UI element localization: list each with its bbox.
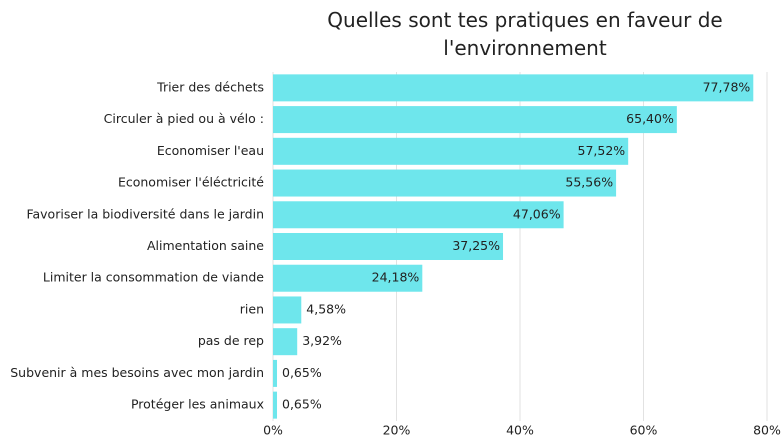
y-tick-label: Subvenir à mes besoins avec mon jardin (10, 365, 264, 380)
bar (273, 74, 754, 102)
bar (273, 296, 302, 324)
y-tick-label: Limiter la consommation de viande (43, 270, 264, 285)
value-label: 4,58% (306, 301, 346, 316)
x-tick-label: 20% (383, 423, 411, 436)
bar (273, 233, 504, 260)
bar (273, 169, 617, 197)
y-tick-label: rien (240, 301, 264, 316)
bar (273, 137, 629, 165)
value-label: 57,52% (578, 143, 626, 158)
x-tick-label: 0% (263, 423, 283, 436)
y-tick-label: Alimentation saine (147, 238, 264, 253)
y-tick-label: pas de rep (198, 333, 264, 348)
bar (273, 106, 677, 134)
x-tick-label: 80% (753, 423, 781, 436)
value-label: 37,25% (452, 238, 500, 253)
x-tick-label: 40% (506, 423, 534, 436)
y-tick-label: Economiser l'eau (157, 143, 264, 158)
bar (273, 391, 278, 419)
y-tick-label: Protéger les animaux (131, 397, 264, 412)
bar (273, 328, 298, 356)
y-tick-label: Trier des déchets (156, 79, 264, 94)
x-tick-label: 60% (630, 423, 658, 436)
y-tick-label: Favoriser la biodiversité dans le jardin (26, 206, 264, 221)
value-label: 77,78% (703, 79, 751, 94)
value-label: 55,56% (565, 175, 613, 190)
value-label: 3,92% (302, 333, 342, 348)
y-tick-label: Circuler à pied ou à vélo : (104, 111, 264, 126)
bar (273, 201, 564, 229)
value-label: 24,18% (372, 270, 420, 285)
value-label: 0,65% (282, 365, 322, 380)
y-tick-label: Economiser l'éléctricité (118, 175, 264, 190)
chart-title: Quelles sont tes pratiques en faveur de … (327, 8, 723, 60)
value-label: 65,40% (626, 111, 674, 126)
bar (273, 264, 423, 292)
value-label: 0,65% (282, 397, 322, 412)
value-label: 47,06% (513, 206, 561, 221)
bar (273, 359, 278, 387)
